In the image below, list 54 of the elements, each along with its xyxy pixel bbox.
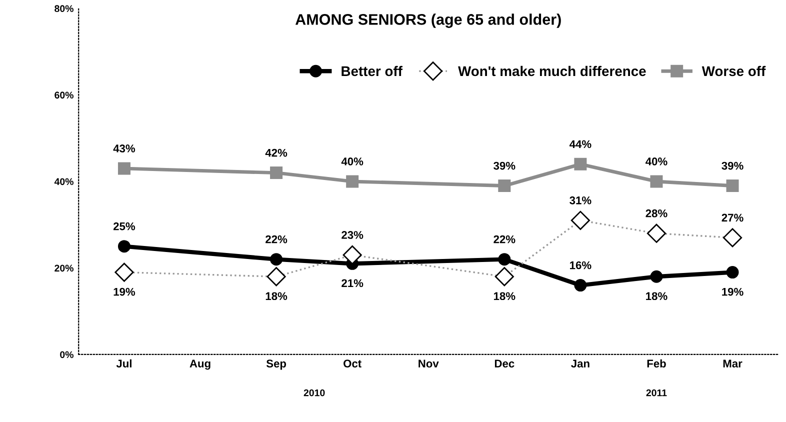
text: 2010 <box>304 389 325 396</box>
point <box>726 180 739 192</box>
y-tick-label: 80% <box>54 5 74 12</box>
data-label: 27% <box>722 214 744 222</box>
data-label: 40% <box>341 158 364 166</box>
data-label: 39% <box>494 162 516 170</box>
x-tick-label: Dec <box>494 360 514 368</box>
point <box>650 175 663 188</box>
y-tick-label: 60% <box>54 92 74 99</box>
x-tick-label: Sep <box>266 360 286 370</box>
text: 2011 <box>646 389 667 396</box>
point <box>650 270 663 283</box>
data-label: 22% <box>266 235 288 244</box>
legend-label: Better off <box>342 66 402 76</box>
data-label: 39% <box>722 162 744 170</box>
x-tick-label: Oct <box>344 360 362 368</box>
data-label: 40% <box>646 158 668 166</box>
data-label: 21% <box>342 279 364 288</box>
data-label: 44% <box>569 140 592 148</box>
x-tick-label: Nov <box>418 360 439 368</box>
data-label: 23% <box>342 231 364 239</box>
data-label: 19% <box>722 288 744 296</box>
data-label: 16% <box>570 261 592 270</box>
point <box>574 158 587 170</box>
x-tick-label: Feb <box>647 359 666 368</box>
point <box>726 266 739 279</box>
point <box>498 180 511 192</box>
point <box>270 166 283 180</box>
data-label: 31% <box>570 196 592 204</box>
x-tick-label: Jan <box>571 360 590 368</box>
point <box>270 253 283 266</box>
data-label: 19% <box>114 288 136 296</box>
data-label: 18% <box>646 292 668 300</box>
chart-title: AMONG SENIORS (age 65 and older) <box>295 14 561 28</box>
point <box>346 175 359 188</box>
data-label: 28% <box>646 209 668 218</box>
y-tick-label: 0% <box>60 351 74 358</box>
x-tick-label: Aug <box>190 360 210 370</box>
legend-label: Worse off <box>702 66 766 76</box>
data-label: 25% <box>113 222 136 230</box>
y-tick-label: 20% <box>54 264 74 272</box>
data-label: 43% <box>113 144 136 152</box>
legend-label: Won't make much difference <box>458 66 646 76</box>
point <box>574 279 587 292</box>
x-tick-label: Jul <box>116 359 132 368</box>
point <box>498 253 511 266</box>
data-label: 42% <box>265 148 288 157</box>
data-label: 18% <box>266 292 288 300</box>
x-tick-label: Mar <box>723 360 742 368</box>
data-label: 22% <box>494 235 516 244</box>
y-tick-label: 40% <box>54 178 74 186</box>
point <box>118 240 130 253</box>
point <box>118 162 130 175</box>
data-label: 18% <box>494 292 516 300</box>
